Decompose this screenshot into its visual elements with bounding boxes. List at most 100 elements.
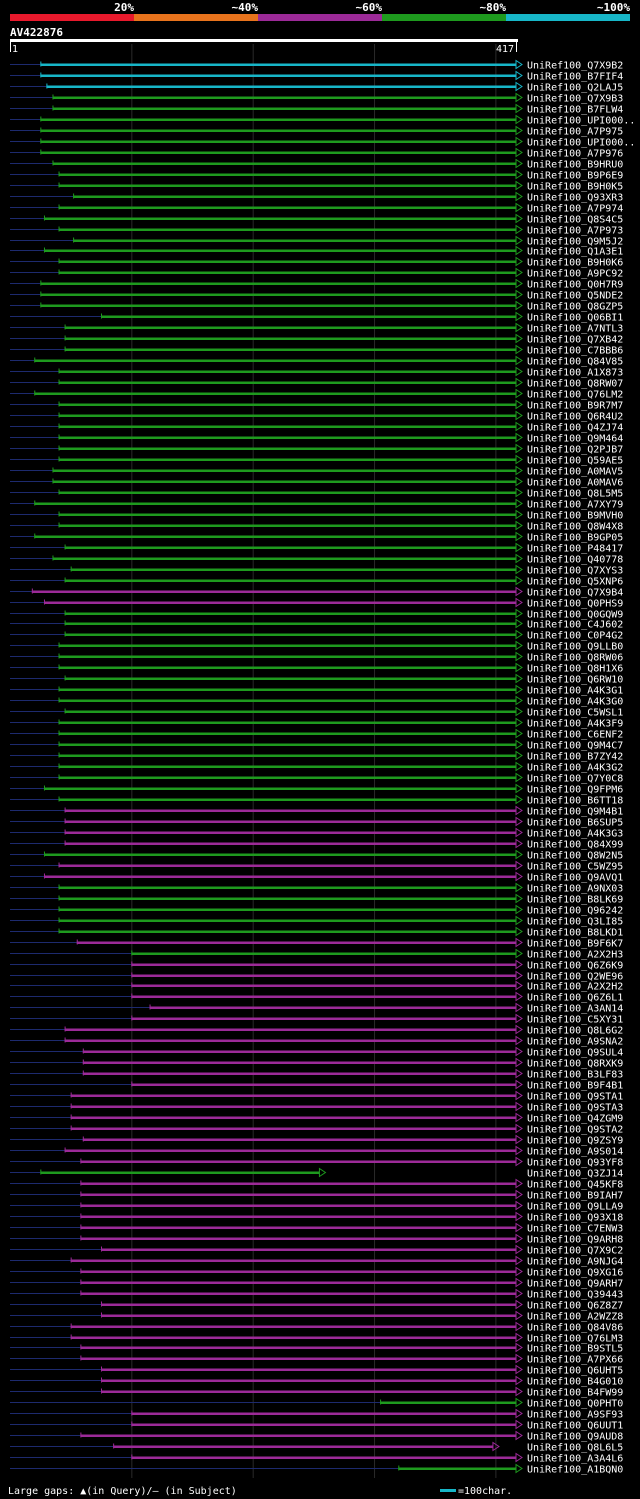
hit-label[interactable]: UniRef100_Q7X9B3 bbox=[527, 94, 623, 105]
hit-row[interactable]: UniRef100_Q9LLB0 bbox=[10, 640, 623, 653]
hit-label[interactable]: UniRef100_A3A4L6 bbox=[527, 1454, 623, 1465]
hit-row[interactable]: UniRef100_Q8W2N5 bbox=[10, 849, 623, 862]
hit-label[interactable]: UniRef100_A9S014 bbox=[527, 1147, 623, 1158]
hit-row[interactable]: UniRef100_Q6Z6L1 bbox=[10, 991, 623, 1004]
hit-row[interactable]: UniRef100_B8LK69 bbox=[10, 893, 623, 906]
hit-row[interactable]: UniRef100_Q0GQW9 bbox=[10, 608, 623, 621]
hit-label[interactable]: UniRef100_Q9STA3 bbox=[527, 1103, 623, 1114]
hit-row[interactable]: UniRef100_Q8RW06 bbox=[10, 651, 623, 664]
hit-label[interactable]: UniRef100_B9MVH0 bbox=[527, 511, 623, 522]
hit-label[interactable]: UniRef100_Q93XR3 bbox=[527, 193, 623, 204]
hit-label[interactable]: UniRef100_UPI000.. bbox=[527, 116, 635, 127]
hit-label[interactable]: UniRef100_Q9AUD8 bbox=[527, 1432, 623, 1443]
hit-label[interactable]: UniRef100_P48417 bbox=[527, 544, 623, 555]
hit-label[interactable]: UniRef100_B7FIF4 bbox=[527, 72, 623, 83]
hit-row[interactable]: UniRef100_Q8H1X6 bbox=[10, 662, 623, 675]
hit-row[interactable]: UniRef100_Q96242 bbox=[10, 904, 623, 917]
hit-row[interactable]: UniRef100_B9IAH7 bbox=[10, 1189, 623, 1202]
hit-label[interactable]: UniRef100_A4K3G3 bbox=[527, 829, 623, 840]
hit-label[interactable]: UniRef100_Q76LM3 bbox=[527, 1334, 623, 1345]
hit-row[interactable]: UniRef100_A4K3F9 bbox=[10, 717, 623, 730]
hit-row[interactable]: UniRef100_Q0H7R9 bbox=[10, 278, 623, 291]
hit-row[interactable]: UniRef100_Q2LAJ5 bbox=[10, 81, 623, 94]
hit-row[interactable]: UniRef100_Q45KF8 bbox=[10, 1178, 623, 1191]
hit-label[interactable]: UniRef100_A7P974 bbox=[527, 204, 623, 215]
hit-label[interactable]: UniRef100_A9SF93 bbox=[527, 1410, 623, 1421]
hit-label[interactable]: UniRef100_Q9M4C7 bbox=[527, 741, 623, 752]
hit-row[interactable]: UniRef100_P48417 bbox=[10, 542, 623, 555]
hit-label[interactable]: UniRef100_Q6UUT1 bbox=[527, 1421, 623, 1432]
hit-row[interactable]: UniRef100_Q7X9B2 bbox=[10, 59, 623, 72]
hit-row[interactable]: UniRef100_Q84V86 bbox=[10, 1321, 623, 1334]
hit-label[interactable]: UniRef100_Q8RXK9 bbox=[527, 1059, 623, 1070]
hit-row[interactable]: UniRef100_Q2WE96 bbox=[10, 970, 623, 983]
hit-label[interactable]: UniRef100_Q7X9B4 bbox=[527, 588, 623, 599]
hit-row[interactable]: UniRef100_Q8GZP5 bbox=[10, 300, 623, 313]
hit-label[interactable]: UniRef100_A9NX03 bbox=[527, 884, 623, 895]
hit-row[interactable]: UniRef100_Q8W4X8 bbox=[10, 520, 623, 533]
hit-label[interactable]: UniRef100_B8LK69 bbox=[527, 895, 623, 906]
hit-label[interactable]: UniRef100_B8LKD1 bbox=[527, 928, 623, 939]
hit-label[interactable]: UniRef100_B9F6K7 bbox=[527, 939, 623, 950]
hit-row[interactable]: UniRef100_Q9STA3 bbox=[10, 1101, 623, 1114]
hit-row[interactable]: UniRef100_Q8RXK9 bbox=[10, 1057, 623, 1070]
hit-label[interactable]: UniRef100_B6TT18 bbox=[527, 796, 623, 807]
hit-label[interactable]: UniRef100_A9PC92 bbox=[527, 269, 623, 280]
hit-row[interactable]: UniRef100_Q9SUL4 bbox=[10, 1046, 623, 1059]
hit-label[interactable]: UniRef100_Q9STA1 bbox=[527, 1092, 623, 1103]
hit-label[interactable]: UniRef100_A9SNA2 bbox=[527, 1037, 623, 1048]
hit-label[interactable]: UniRef100_A9NJG4 bbox=[527, 1257, 623, 1268]
hit-label[interactable]: UniRef100_Q39443 bbox=[527, 1290, 623, 1301]
hit-label[interactable]: UniRef100_UPI000.. bbox=[527, 138, 635, 149]
hit-row[interactable]: UniRef100_Q8L6L5 bbox=[10, 1441, 623, 1454]
hit-row[interactable]: UniRef100_Q93YF8 bbox=[10, 1156, 623, 1169]
hit-label[interactable]: UniRef100_Q9SUL4 bbox=[527, 1048, 623, 1059]
hit-row[interactable]: UniRef100_Q7X9B4 bbox=[10, 586, 623, 599]
hit-label[interactable]: UniRef100_A7P976 bbox=[527, 149, 623, 160]
hit-row[interactable]: UniRef100_B9F4B1 bbox=[10, 1079, 623, 1092]
hit-label[interactable]: UniRef100_Q5XNP6 bbox=[527, 577, 623, 588]
hit-label[interactable]: UniRef100_B9H0K6 bbox=[527, 258, 623, 269]
hit-label[interactable]: UniRef100_A7NTL3 bbox=[527, 324, 623, 335]
hit-row[interactable]: UniRef100_Q7Y0C8 bbox=[10, 772, 623, 785]
hit-row[interactable]: UniRef100_A7P975 bbox=[10, 125, 623, 138]
hit-row[interactable]: UniRef100_A9SNA2 bbox=[10, 1035, 623, 1048]
hit-label[interactable]: UniRef100_C0P4G2 bbox=[527, 631, 623, 642]
hit-row[interactable]: UniRef100_Q6Z6K9 bbox=[10, 959, 623, 972]
hit-label[interactable]: UniRef100_Q45KF8 bbox=[527, 1180, 623, 1191]
hit-row[interactable]: UniRef100_Q3LI85 bbox=[10, 915, 623, 928]
hit-label[interactable]: UniRef100_C7BBB6 bbox=[527, 346, 623, 357]
hit-row[interactable]: UniRef100_B4FW99 bbox=[10, 1386, 623, 1399]
hit-label[interactable]: UniRef100_C5XY31 bbox=[527, 1015, 623, 1026]
hit-row[interactable]: UniRef100_A4K3G1 bbox=[10, 684, 623, 697]
hit-row[interactable]: UniRef100_Q9STA1 bbox=[10, 1090, 623, 1103]
hit-row[interactable]: UniRef100_Q9M5J2 bbox=[10, 235, 623, 248]
hit-label[interactable]: UniRef100_C7ENW3 bbox=[527, 1224, 623, 1235]
hit-label[interactable]: UniRef100_A7P975 bbox=[527, 127, 623, 138]
hit-row[interactable]: UniRef100_Q6Z8Z7 bbox=[10, 1299, 623, 1312]
hit-row[interactable]: UniRef100_Q6R4U2 bbox=[10, 410, 623, 423]
hit-row[interactable]: UniRef100_Q9AUD8 bbox=[10, 1430, 623, 1443]
hit-label[interactable]: UniRef100_B9P6E9 bbox=[527, 171, 623, 182]
hit-row[interactable]: UniRef100_A2WZZ8 bbox=[10, 1310, 623, 1323]
hit-row[interactable]: UniRef100_Q84V85 bbox=[10, 355, 623, 368]
hit-row[interactable]: UniRef100_A4K3G2 bbox=[10, 761, 623, 774]
hit-row[interactable]: UniRef100_Q0PHS9 bbox=[10, 597, 623, 610]
hit-row[interactable]: UniRef100_B9GP05 bbox=[10, 531, 623, 544]
hit-label[interactable]: UniRef100_Q9FPM6 bbox=[527, 785, 623, 796]
hit-row[interactable]: UniRef100_Q4ZGM9 bbox=[10, 1112, 623, 1125]
hit-label[interactable]: UniRef100_Q9XG16 bbox=[527, 1268, 623, 1279]
hit-label[interactable]: UniRef100_Q6Z6L1 bbox=[527, 993, 623, 1004]
hit-row[interactable]: UniRef100_B9F6K7 bbox=[10, 937, 623, 950]
hit-label[interactable]: UniRef100_Q0PHT0 bbox=[527, 1399, 623, 1410]
hit-label[interactable]: UniRef100_Q9AVQ1 bbox=[527, 873, 623, 884]
hit-label[interactable]: UniRef100_Q6Z6K9 bbox=[527, 961, 623, 972]
hit-row[interactable]: UniRef100_A4K3G3 bbox=[10, 827, 623, 840]
hit-row[interactable]: UniRef100_Q7X9B3 bbox=[10, 92, 623, 105]
hit-label[interactable]: UniRef100_Q84V86 bbox=[527, 1323, 623, 1334]
hit-label[interactable]: UniRef100_Q8L5M5 bbox=[527, 489, 623, 500]
hit-label[interactable]: UniRef100_Q59AE5 bbox=[527, 456, 623, 467]
hit-label[interactable]: UniRef100_Q7Y0C8 bbox=[527, 774, 623, 785]
hit-label[interactable]: UniRef100_Q84X99 bbox=[527, 840, 623, 851]
hit-row[interactable]: UniRef100_B9H0K6 bbox=[10, 256, 623, 269]
